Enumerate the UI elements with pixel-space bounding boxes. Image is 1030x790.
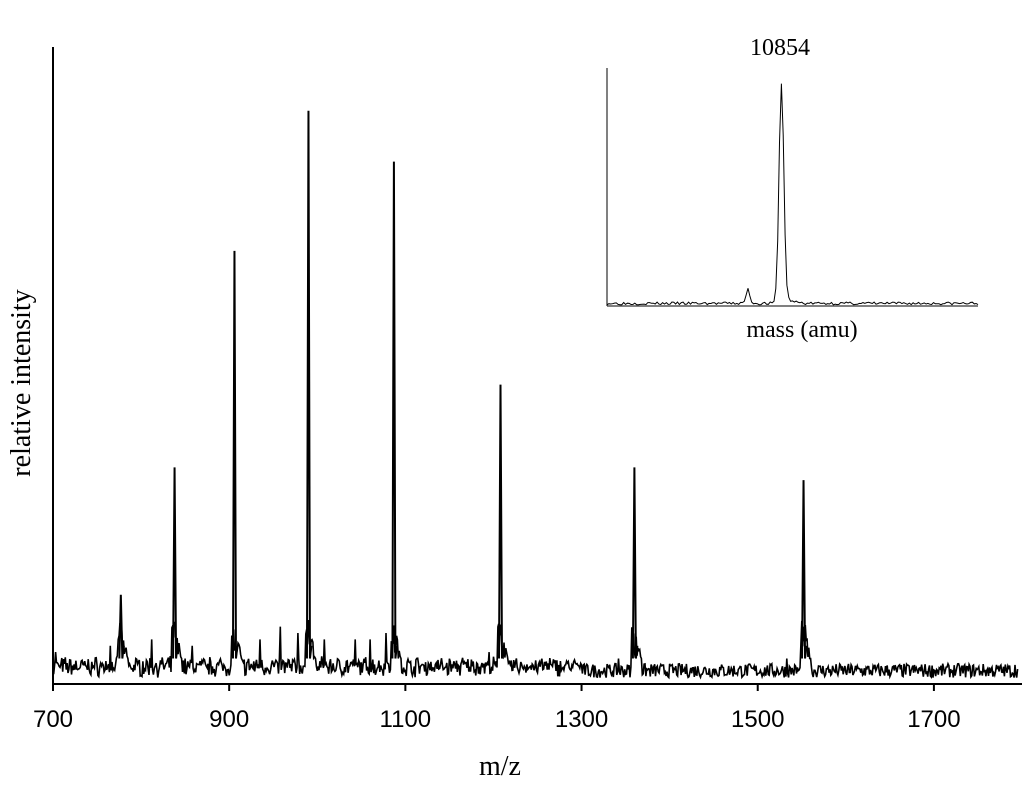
- x-tick-label: 1500: [731, 706, 784, 733]
- y-axis-label: relative intensity: [6, 289, 37, 476]
- x-tick-label: 700: [33, 706, 73, 733]
- spectrum-peak: [631, 467, 639, 659]
- main-peaks: [118, 110, 808, 659]
- inset-peak-annotation: 10854: [750, 35, 810, 61]
- x-tick-label: 900: [209, 706, 249, 733]
- spectrum-peak: [498, 384, 505, 659]
- spectrum-peak: [305, 110, 313, 659]
- spectrum-peak: [172, 467, 179, 659]
- main-x-tick-labels: 700 900 1100 1300 1500 1700: [33, 706, 961, 733]
- spectrum-peak: [391, 161, 398, 659]
- inset-spectrum-trace: [606, 83, 979, 306]
- x-axis-label: m/z: [479, 751, 521, 782]
- spectrum-peak: [801, 480, 808, 659]
- inset-x-axis-label: mass (amu): [746, 317, 857, 343]
- x-tick-label: 1100: [380, 706, 432, 733]
- spectrum-peak: [118, 594, 125, 659]
- x-tick-label: 1700: [907, 706, 960, 733]
- spectrum-peak: [231, 250, 239, 659]
- main-spectrum-trace: [52, 619, 1019, 680]
- main-x-ticks: [52, 684, 935, 691]
- x-tick-label: 1300: [555, 706, 608, 733]
- inset-chart: 10854 mass (amu): [606, 35, 979, 343]
